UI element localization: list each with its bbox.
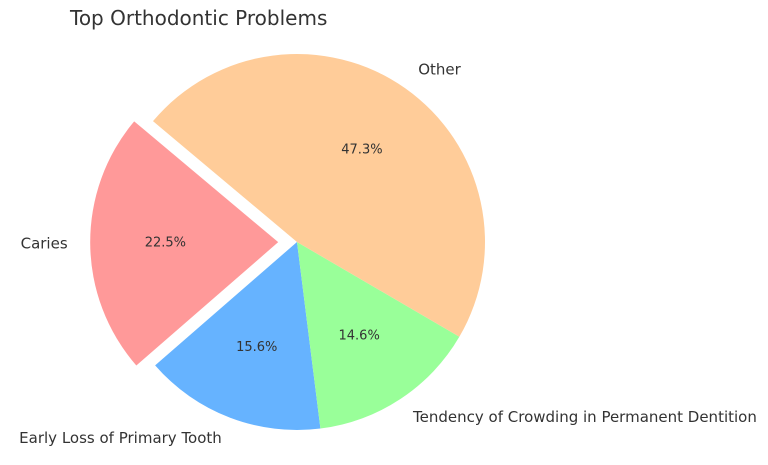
pie-slice-tendency-of-crowding-in-permanent-dentition (297, 242, 460, 429)
pie-category-label-early-loss-of-primary-tooth: Early Loss of Primary Tooth (19, 429, 222, 447)
pie-slice-caries (90, 121, 279, 366)
pie-pct-label-early-loss-of-primary-tooth: 15.6% (236, 340, 277, 355)
pie-pct-label-tendency-of-crowding-in-permanent-dentition: 14.6% (339, 329, 380, 344)
pie-labels: 22.5% Caries 15.6% Early Loss of Primary To… (19, 60, 757, 447)
pie-category-label-caries: Caries (21, 235, 68, 253)
chart-title: Top Orthodontic Problems (69, 6, 327, 30)
pie-slices (90, 53, 486, 430)
pie-category-label-tendency-of-crowding-in-permanent-dentition: Tendency of Crowding in Permanent Dentit… (412, 408, 757, 426)
pie-slice-early-loss-of-primary-tooth (155, 242, 321, 430)
pie-category-label-other: Other (418, 60, 461, 78)
pie-pct-label-other: 47.3% (341, 142, 382, 157)
pie-slice-other (152, 53, 486, 337)
pie-pct-label-caries: 22.5% (145, 236, 186, 251)
